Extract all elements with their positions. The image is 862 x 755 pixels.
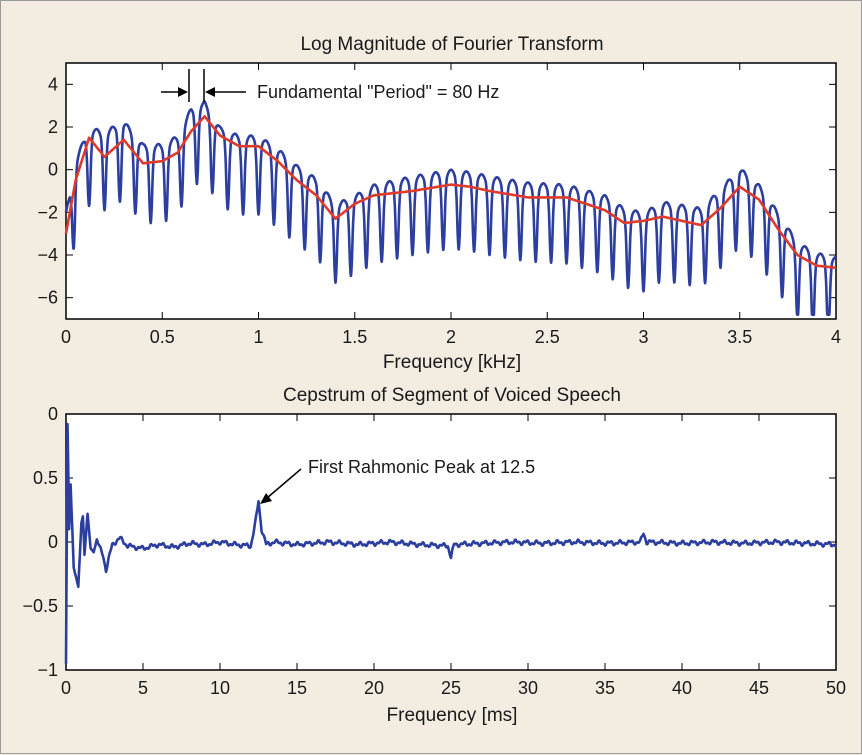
x-tick-label: 1.5 bbox=[342, 327, 367, 347]
cepstrum-chart: Cepstrum of Segment of Voiced Speech 0 5 1… bbox=[22, 385, 846, 726]
x-tick-label: 2 bbox=[446, 327, 456, 347]
x-tick-label: 50 bbox=[826, 678, 846, 698]
x-tick-label: 15 bbox=[287, 678, 307, 698]
y-tick-label: 2 bbox=[48, 117, 58, 137]
y-tick-label: −1 bbox=[37, 660, 58, 680]
period-annotation-text: Fundamental "Period" = 80 Hz bbox=[257, 82, 499, 102]
x-tick-label: 5 bbox=[138, 678, 148, 698]
x-tick-label: 1 bbox=[253, 327, 263, 347]
x-tick-label: 0 bbox=[61, 678, 71, 698]
fourier-plot-area bbox=[65, 62, 837, 320]
fourier-ticks: 0 0.5 1 1.5 2 2.5 3 3.5 4 4 2 0 −2 −4 −6 bbox=[37, 63, 841, 347]
x-tick-label: 3.5 bbox=[727, 327, 752, 347]
smoothed-series-line bbox=[64, 115, 837, 270]
x-tick-label: 45 bbox=[749, 678, 769, 698]
rahmonic-arrow bbox=[266, 468, 302, 499]
period-arrowhead-left bbox=[178, 87, 188, 97]
fourier-chart-title: Log Magnitude of Fourier Transform bbox=[300, 34, 603, 55]
x-tick-label: 35 bbox=[595, 678, 615, 698]
cepstrum-chart-title: Cepstrum of Segment of Voiced Speech bbox=[283, 385, 621, 406]
x-tick-label: 20 bbox=[364, 678, 384, 698]
rahmonic-arrowhead bbox=[260, 493, 272, 504]
x-tick-label: 4 bbox=[831, 327, 841, 347]
x-tick-label: 25 bbox=[441, 678, 461, 698]
rahmonic-annotation: First Rahmonic Peak at 12.5 bbox=[260, 457, 535, 504]
y-tick-label: 4 bbox=[48, 74, 58, 94]
cepstrum-x-axis-label: Frequency [ms] bbox=[387, 705, 518, 726]
y-tick-label: −0.5 bbox=[22, 596, 58, 616]
x-tick-label: 2.5 bbox=[535, 327, 560, 347]
x-tick-label: 3 bbox=[638, 327, 648, 347]
y-tick-label: 0 bbox=[48, 532, 58, 552]
cepstrum-series-group bbox=[64, 422, 837, 664]
cepstrum-series-line bbox=[64, 422, 837, 664]
y-tick-label: 0.5 bbox=[33, 468, 58, 488]
fourier-period-annotation: Fundamental "Period" = 80 Hz bbox=[161, 69, 499, 102]
fourier-x-axis-label: Frequency [kHz] bbox=[383, 352, 521, 373]
y-tick-label: −6 bbox=[37, 288, 58, 308]
x-tick-label: 0 bbox=[61, 327, 71, 347]
cepstrum-ticks: 0 5 10 15 20 25 30 35 40 45 50 0 0.5 0 −0.5 −1 bbox=[22, 404, 846, 698]
x-tick-label: 30 bbox=[518, 678, 538, 698]
fourier-chart: Log Magnitude of Fourier Transform 0 0.5 1… bbox=[37, 34, 841, 373]
x-tick-label: 0.5 bbox=[150, 327, 175, 347]
x-tick-label: 40 bbox=[672, 678, 692, 698]
y-tick-label: −4 bbox=[37, 245, 58, 265]
y-tick-label: 0 bbox=[48, 160, 58, 180]
period-arrowhead-right bbox=[205, 87, 215, 97]
x-tick-label: 10 bbox=[210, 678, 230, 698]
fourier-series-group bbox=[64, 100, 838, 317]
y-tick-label: 0 bbox=[48, 404, 58, 424]
rahmonic-annotation-text: First Rahmonic Peak at 12.5 bbox=[308, 457, 535, 477]
y-tick-label: −2 bbox=[37, 202, 58, 222]
